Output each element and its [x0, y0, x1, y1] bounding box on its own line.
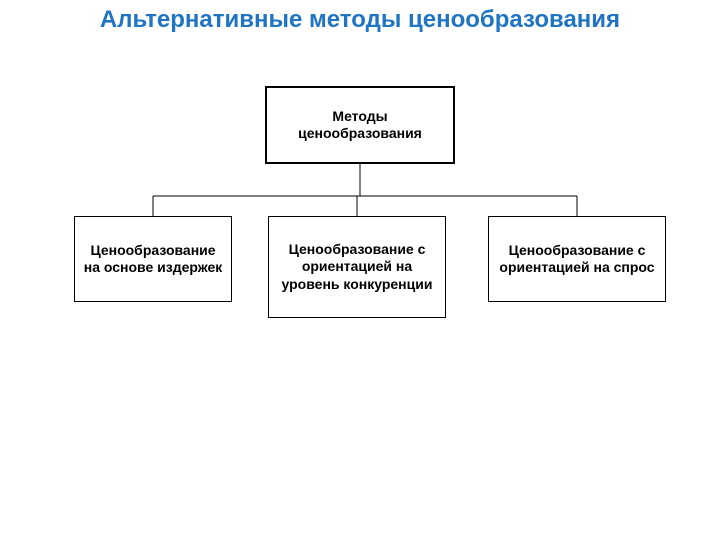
node-label: Ценообразование на основе издержек — [81, 242, 225, 277]
node-label: Методы ценообразования — [273, 108, 447, 143]
node-comp: Ценообразование с ориентацией на уровень… — [268, 216, 446, 318]
node-root: Методы ценообразования — [265, 86, 455, 164]
node-demand: Ценообразование с ориентацией на спрос — [488, 216, 666, 302]
node-cost: Ценообразование на основе издержек — [74, 216, 232, 302]
page-title: Альтернативные методы ценообразования — [0, 6, 720, 34]
node-label: Ценообразование с ориентацией на спрос — [495, 242, 659, 277]
node-label: Ценообразование с ориентацией на уровень… — [275, 241, 439, 294]
